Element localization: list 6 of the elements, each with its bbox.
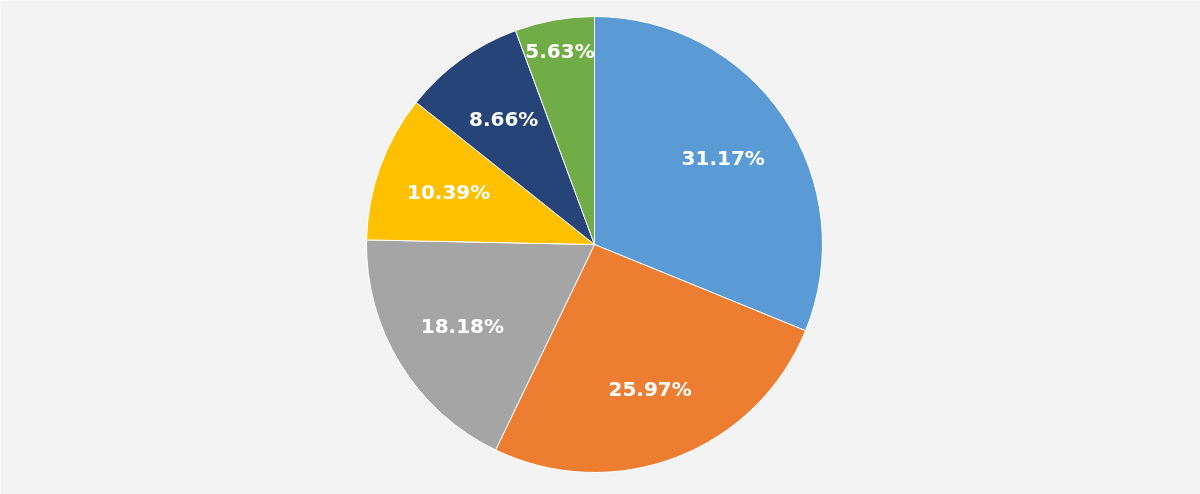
data-label: 25.97% (608, 377, 692, 402)
data-label: 10.39% (407, 179, 491, 204)
data-label: 8.66% (468, 106, 539, 131)
data-label: 18.18% (420, 313, 505, 338)
data-label: 5.63% (525, 39, 595, 64)
data-label: 31.17% (681, 146, 765, 171)
